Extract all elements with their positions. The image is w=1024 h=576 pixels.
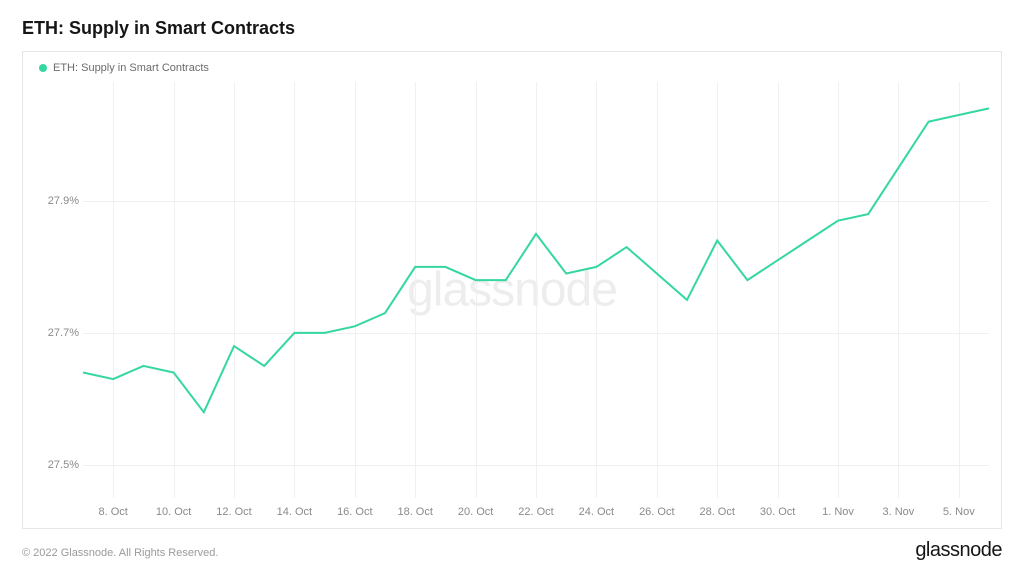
- chart-frame: ETH: Supply in Smart Contracts glassnode…: [22, 51, 1002, 529]
- line-chart-svg: [23, 52, 1001, 528]
- brand-logo: glassnode: [915, 539, 1002, 562]
- copyright-text: © 2022 Glassnode. All Rights Reserved.: [22, 547, 218, 559]
- series-line: [83, 108, 989, 412]
- footer: © 2022 Glassnode. All Rights Reserved. g…: [22, 539, 1002, 562]
- chart-title: ETH: Supply in Smart Contracts: [22, 18, 1002, 39]
- chart-container: ETH: Supply in Smart Contracts ETH: Supp…: [0, 0, 1024, 576]
